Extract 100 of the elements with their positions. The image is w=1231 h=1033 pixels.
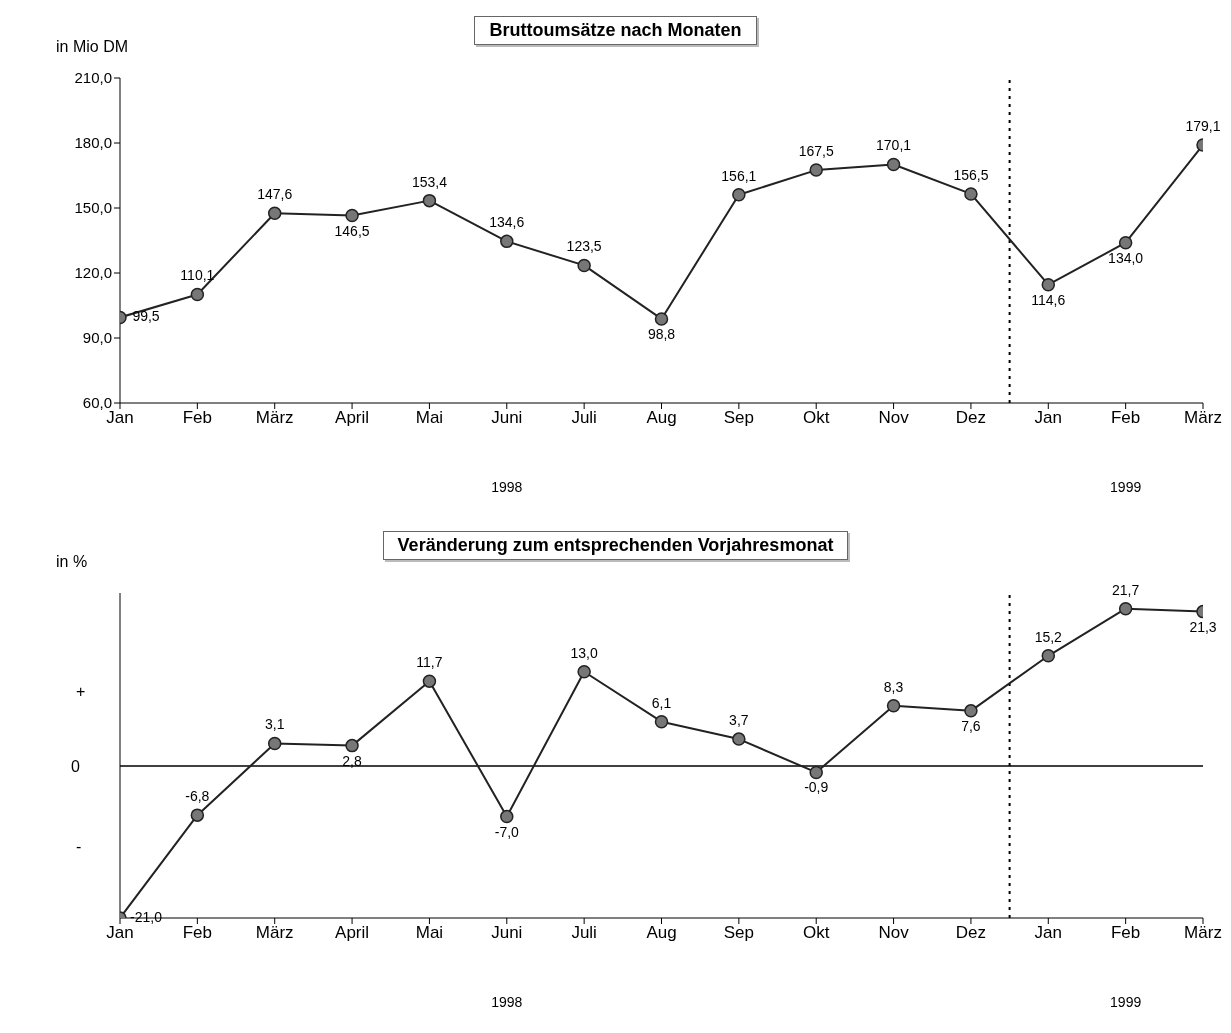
y-tick-label: 180,0 <box>74 134 112 152</box>
data-label: -21,0 <box>130 909 163 925</box>
data-label: 123,5 <box>566 238 602 255</box>
point <box>654 312 669 326</box>
data-label: 110,1 <box>180 267 215 284</box>
x-tick-label: Juni <box>491 408 523 428</box>
x-tick-label: Mai <box>415 923 444 943</box>
point <box>964 187 978 201</box>
data-label: 156,5 <box>953 166 989 183</box>
point <box>422 193 437 208</box>
x-tick-label: Feb <box>182 923 213 943</box>
data-label: 146,5 <box>334 222 370 239</box>
point <box>809 765 823 780</box>
x-tick-label: Sep <box>723 923 754 943</box>
data-label: 170,1 <box>876 137 912 154</box>
data-label: 6,1 <box>651 694 672 711</box>
data-label: 13,0 <box>570 644 598 661</box>
x-tick-label: Juli <box>571 923 597 943</box>
point <box>1118 235 1133 250</box>
x-tick-label: Feb <box>1110 923 1141 943</box>
data-label: 21,3 <box>1189 618 1217 635</box>
x-tick-label: Jan <box>106 923 134 943</box>
point <box>654 714 669 729</box>
data-label: 7,6 <box>961 717 981 734</box>
x-tick-label: März <box>1184 923 1222 943</box>
data-label: 147,6 <box>257 186 293 203</box>
ref-line-label: 0 <box>71 757 81 775</box>
point <box>190 808 205 822</box>
x-tick-label: Juni <box>491 923 523 943</box>
data-label: 153,4 <box>411 173 448 190</box>
point <box>1041 649 1056 663</box>
data-label: 3,1 <box>264 716 285 733</box>
chart-title: Veränderung zum entsprechenden Vorjahresmonat <box>382 531 849 560</box>
data-label: 3,7 <box>729 712 749 729</box>
data-label: 11,7 <box>416 654 443 671</box>
text: - <box>76 838 82 856</box>
x-tick-label: März <box>255 923 294 943</box>
x-tick-label: Dez <box>955 923 987 943</box>
text: 1999 <box>1109 479 1143 495</box>
data-label: 15,2 <box>1034 628 1063 645</box>
chart-title: Bruttoumsätze nach Monaten <box>474 16 757 45</box>
point <box>422 674 437 688</box>
x-tick-label: Mai <box>415 408 444 428</box>
x-tick-label: Feb <box>182 408 213 428</box>
text: 1998 <box>490 479 524 495</box>
x-tick-label: Nov <box>878 408 910 428</box>
x-tick-label: Sep <box>723 408 754 428</box>
x-tick-label: Aug <box>646 923 677 943</box>
x-tick-label: Jan <box>1034 408 1062 428</box>
point <box>267 736 282 751</box>
point <box>732 188 746 202</box>
y-tick-label: 210,0 <box>74 69 112 87</box>
y-axis-title: in Mio DM <box>56 38 129 56</box>
point <box>577 258 591 273</box>
x-tick-label: Okt <box>802 408 830 428</box>
data-label: 98,8 <box>647 325 676 342</box>
data-label: 2,8 <box>342 752 363 769</box>
x-tick-label: Feb <box>1110 408 1141 428</box>
y-tick-label: 120,0 <box>74 264 112 282</box>
x-tick-label: März <box>255 408 294 428</box>
y-tick-label: 150,0 <box>74 199 112 217</box>
data-label: 179,1 <box>1185 117 1221 134</box>
data-label: 99,5 <box>132 308 160 325</box>
text: 1998 <box>490 994 524 1010</box>
x-tick-label: April <box>335 408 370 428</box>
point <box>345 208 359 223</box>
x-tick-label: Jan <box>1034 923 1062 943</box>
text: 1999 <box>1109 994 1143 1010</box>
point <box>1041 277 1056 292</box>
x-tick-label: Nov <box>878 923 910 943</box>
point <box>886 699 901 713</box>
point <box>190 287 205 302</box>
text: + <box>76 683 86 701</box>
point <box>964 704 978 718</box>
data-label: 134,6 <box>489 214 525 231</box>
x-tick-label: März <box>1184 408 1222 428</box>
point <box>500 234 514 249</box>
point <box>577 664 591 679</box>
data-label: 156,1 <box>721 167 757 184</box>
data-label: 167,5 <box>798 143 834 160</box>
point <box>886 157 901 172</box>
point <box>732 732 746 746</box>
x-tick-label: Juli <box>571 408 597 428</box>
point <box>1118 601 1133 616</box>
y-tick-label: 90,0 <box>82 329 112 347</box>
point <box>345 738 359 753</box>
data-label: 8,3 <box>883 678 904 695</box>
data-label: -0,9 <box>804 779 829 796</box>
data-label: 134,0 <box>1108 249 1144 266</box>
x-tick-label: Aug <box>646 408 677 428</box>
x-tick-label: Dez <box>955 408 987 428</box>
x-tick-label: April <box>335 923 370 943</box>
data-label: 114,6 <box>1031 291 1066 308</box>
point <box>809 163 823 177</box>
point <box>500 809 514 824</box>
point <box>267 206 282 220</box>
data-label: 21,7 <box>1112 581 1140 598</box>
x-tick-label: Okt <box>802 923 830 943</box>
y-axis-title: in % <box>56 553 88 571</box>
data-label: -6,8 <box>185 788 210 805</box>
